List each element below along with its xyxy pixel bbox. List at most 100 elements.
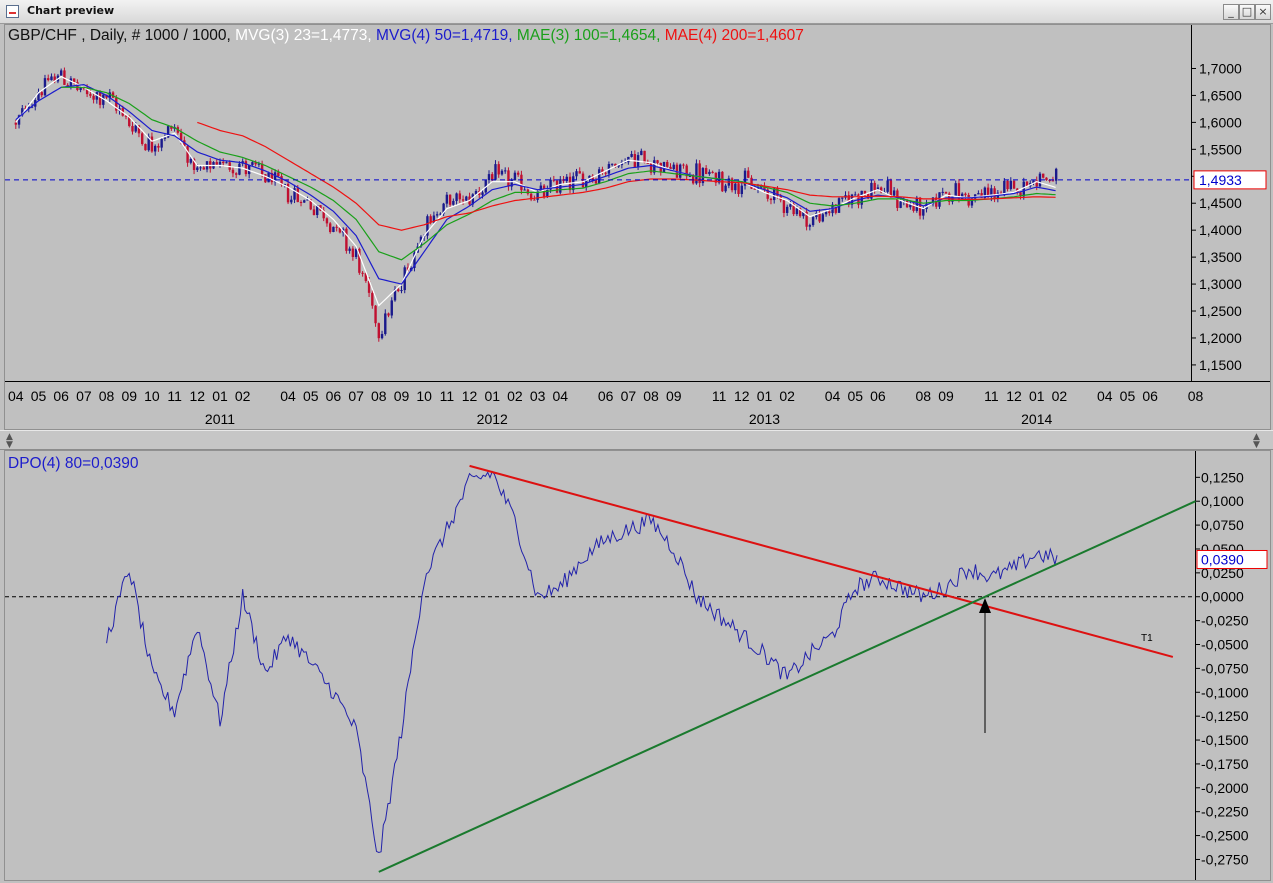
price-candle-body: [218, 161, 222, 165]
price-candle-body: [1019, 192, 1022, 197]
collapse-up-icon[interactable]: ▲: [6, 432, 13, 442]
collapse-down-right-icon[interactable]: ▼: [1253, 440, 1260, 450]
price-candle-body: [510, 179, 513, 187]
price-candle-body: [192, 158, 196, 170]
price-candle-body: [546, 189, 549, 197]
price-candle-body: [957, 183, 961, 200]
price-candle-body: [808, 225, 812, 227]
price-candle-body: [552, 179, 556, 181]
price-candle-body: [821, 214, 825, 222]
price-candle-body: [656, 160, 659, 163]
legend-symbol: GBP/CHF , Daily, # 1000 / 1000,: [8, 27, 236, 44]
price-candle-body: [153, 145, 157, 152]
x-month-label: 09: [938, 388, 954, 404]
x-month-label: 12: [190, 388, 206, 404]
panel-splitter[interactable]: ▲ ▼ ▲ ▼: [0, 430, 1273, 450]
chart-app-icon: [6, 5, 19, 18]
x-month-label: 11: [167, 388, 182, 404]
mvg3-line: [15, 75, 1056, 307]
y-tick-label: 1,6500: [1199, 87, 1242, 103]
x-month-label: 11: [712, 388, 727, 404]
minimize-button[interactable]: _: [1223, 4, 1239, 20]
price-candle-body: [293, 188, 296, 200]
price-candle-body: [290, 199, 293, 203]
dpo-y-tick-label: 0,0000: [1201, 589, 1244, 605]
price-candle-body: [131, 126, 134, 132]
price-candle-body: [30, 106, 34, 108]
price-candle-body: [465, 196, 468, 201]
price-candle-body: [387, 313, 390, 316]
price-candle-body: [526, 189, 530, 194]
price-candle-body: [166, 126, 170, 138]
price-candle-body: [753, 188, 756, 190]
maximize-button[interactable]: □: [1239, 4, 1255, 20]
price-candle-body: [377, 323, 381, 339]
dpo-chart-panel[interactable]: DPO(4) 80=0,0390 0,1250 0,1000 0,0750 0,050…: [4, 450, 1271, 881]
price-candle-body: [685, 165, 688, 177]
price-candle-body: [834, 204, 837, 213]
price-candle-body: [487, 174, 491, 181]
price-candle-body: [918, 197, 922, 216]
x-month-label: 01: [1029, 388, 1045, 404]
price-candle-body: [147, 136, 150, 151]
price-candle-body: [854, 194, 857, 196]
price-candle-body: [1038, 173, 1042, 187]
price-candle-body: [763, 186, 766, 190]
x-month-label: 09: [121, 388, 137, 404]
price-candle-body: [371, 292, 374, 306]
price-candle-body: [186, 146, 189, 163]
price-candle-body: [513, 172, 517, 180]
price-candle-body: [549, 179, 552, 190]
price-candle-body: [328, 223, 332, 232]
price-candle-body: [575, 171, 578, 177]
price-candle-body: [734, 183, 737, 191]
collapse-up-right-icon[interactable]: ▲: [1253, 432, 1260, 442]
price-candle-body: [993, 188, 996, 200]
legend-mvg3: MVG(3) 23=1,4773,: [235, 27, 377, 44]
x-month-label: 09: [394, 388, 410, 404]
price-candle-body: [983, 187, 987, 198]
price-candle-body: [277, 172, 280, 177]
close-button[interactable]: ×: [1255, 4, 1271, 20]
dpo-y-tick-label: -0,1750: [1201, 756, 1249, 772]
price-candle-body: [922, 208, 925, 216]
x-month-label: 10: [144, 388, 160, 404]
price-candle-body: [604, 172, 607, 174]
price-candle-body: [296, 188, 299, 203]
price-candle-body: [640, 150, 643, 156]
price-candle-body: [497, 164, 500, 175]
x-month-label: 12: [462, 388, 478, 404]
price-chart-panel[interactable]: GBP/CHF , Daily, # 1000 / 1000, MVG(3) 2…: [4, 24, 1271, 430]
price-candle-body: [228, 162, 231, 170]
price-candle-body: [448, 194, 452, 205]
price-candle-body: [504, 170, 507, 172]
price-candle-body: [481, 192, 484, 195]
price-candle-body: [879, 187, 883, 193]
price-candle-body: [238, 163, 241, 175]
price-candle-body: [724, 185, 727, 192]
mae3-line: [61, 86, 1056, 261]
x-month-label: 08: [643, 388, 659, 404]
price-candle-body: [108, 92, 111, 98]
price-candle-body: [714, 172, 718, 183]
y-tick-label: 1,2000: [1199, 330, 1242, 346]
y-tick-label: 1,4000: [1199, 222, 1242, 238]
price-candle-body: [445, 194, 449, 204]
x-month-label: 08: [916, 388, 932, 404]
price-candle-body: [332, 226, 335, 232]
x-month-label: 06: [598, 388, 614, 404]
x-month-label: 05: [31, 388, 47, 404]
price-candle-body: [102, 94, 105, 105]
legend-mae4: MAE(4) 200=1,4607: [664, 27, 804, 44]
price-candle-body: [189, 158, 193, 163]
price-candle-body: [601, 169, 604, 173]
price-candle-body: [316, 205, 319, 216]
price-candle-body: [244, 161, 248, 175]
y-tick-label: 1,3000: [1199, 276, 1242, 292]
price-candle-body: [322, 210, 325, 219]
price-candle-body: [215, 162, 218, 165]
price-candle-body: [789, 204, 792, 207]
price-candle-body: [351, 248, 355, 257]
collapse-down-icon[interactable]: ▼: [6, 440, 13, 450]
x-year-label: 2011: [205, 411, 235, 427]
